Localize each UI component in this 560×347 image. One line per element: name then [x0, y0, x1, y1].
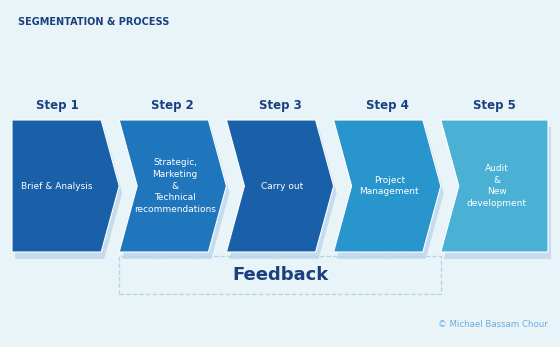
Text: Audit
&
New
development: Audit & New development — [466, 164, 526, 208]
Text: Step 2: Step 2 — [151, 99, 194, 112]
Text: Step 3: Step 3 — [259, 99, 301, 112]
Polygon shape — [337, 127, 444, 259]
Polygon shape — [230, 127, 337, 259]
Polygon shape — [441, 120, 548, 252]
Polygon shape — [122, 127, 230, 259]
Polygon shape — [226, 120, 334, 252]
Polygon shape — [12, 120, 119, 252]
Text: Step 1: Step 1 — [36, 99, 78, 112]
Polygon shape — [444, 127, 551, 259]
Text: Carry out: Carry out — [261, 181, 304, 191]
Polygon shape — [15, 127, 122, 259]
Text: Brief & Analysis: Brief & Analysis — [21, 181, 93, 191]
Text: Step 4: Step 4 — [366, 99, 409, 112]
Text: Strategic,
Marketing
&
Technical
recommendations: Strategic, Marketing & Technical recomme… — [134, 158, 216, 214]
Bar — [119, 256, 441, 294]
Text: Project
Management: Project Management — [360, 176, 419, 196]
Text: Feedback: Feedback — [232, 266, 328, 284]
Polygon shape — [334, 120, 441, 252]
Polygon shape — [119, 120, 226, 252]
Text: © Michael Bassam Chour: © Michael Bassam Chour — [438, 320, 548, 329]
Text: SEGMENTATION & PROCESS: SEGMENTATION & PROCESS — [18, 17, 169, 27]
Text: Step 5: Step 5 — [473, 99, 516, 112]
